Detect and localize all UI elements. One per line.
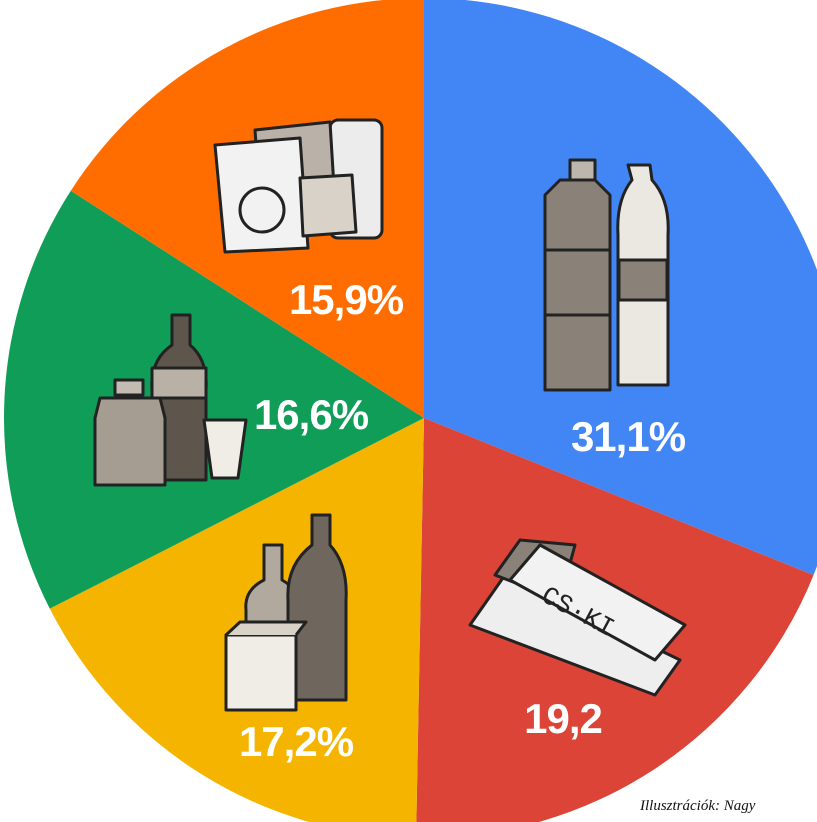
pie-slice-label-3: 17,2% bbox=[239, 718, 354, 765]
chips-bags-icon bbox=[213, 118, 384, 254]
chocolate-bars-icon: CS·KI bbox=[468, 538, 687, 697]
soda-bottles-icon bbox=[93, 313, 248, 487]
pie-slice-4 bbox=[4, 190, 424, 609]
pie-slice-label-2: 19,2 bbox=[524, 695, 602, 742]
pie-slice-label-4: 16,6% bbox=[254, 391, 369, 438]
drink-bottles-icon bbox=[543, 158, 670, 392]
alcohol-bottles-icon bbox=[224, 513, 348, 712]
illustration-credit: Illusztrációk: Nagy bbox=[640, 798, 756, 814]
pie-slice-label-1: 31,1% bbox=[571, 413, 686, 460]
pie-slice-label-5: 15,9% bbox=[289, 276, 404, 323]
